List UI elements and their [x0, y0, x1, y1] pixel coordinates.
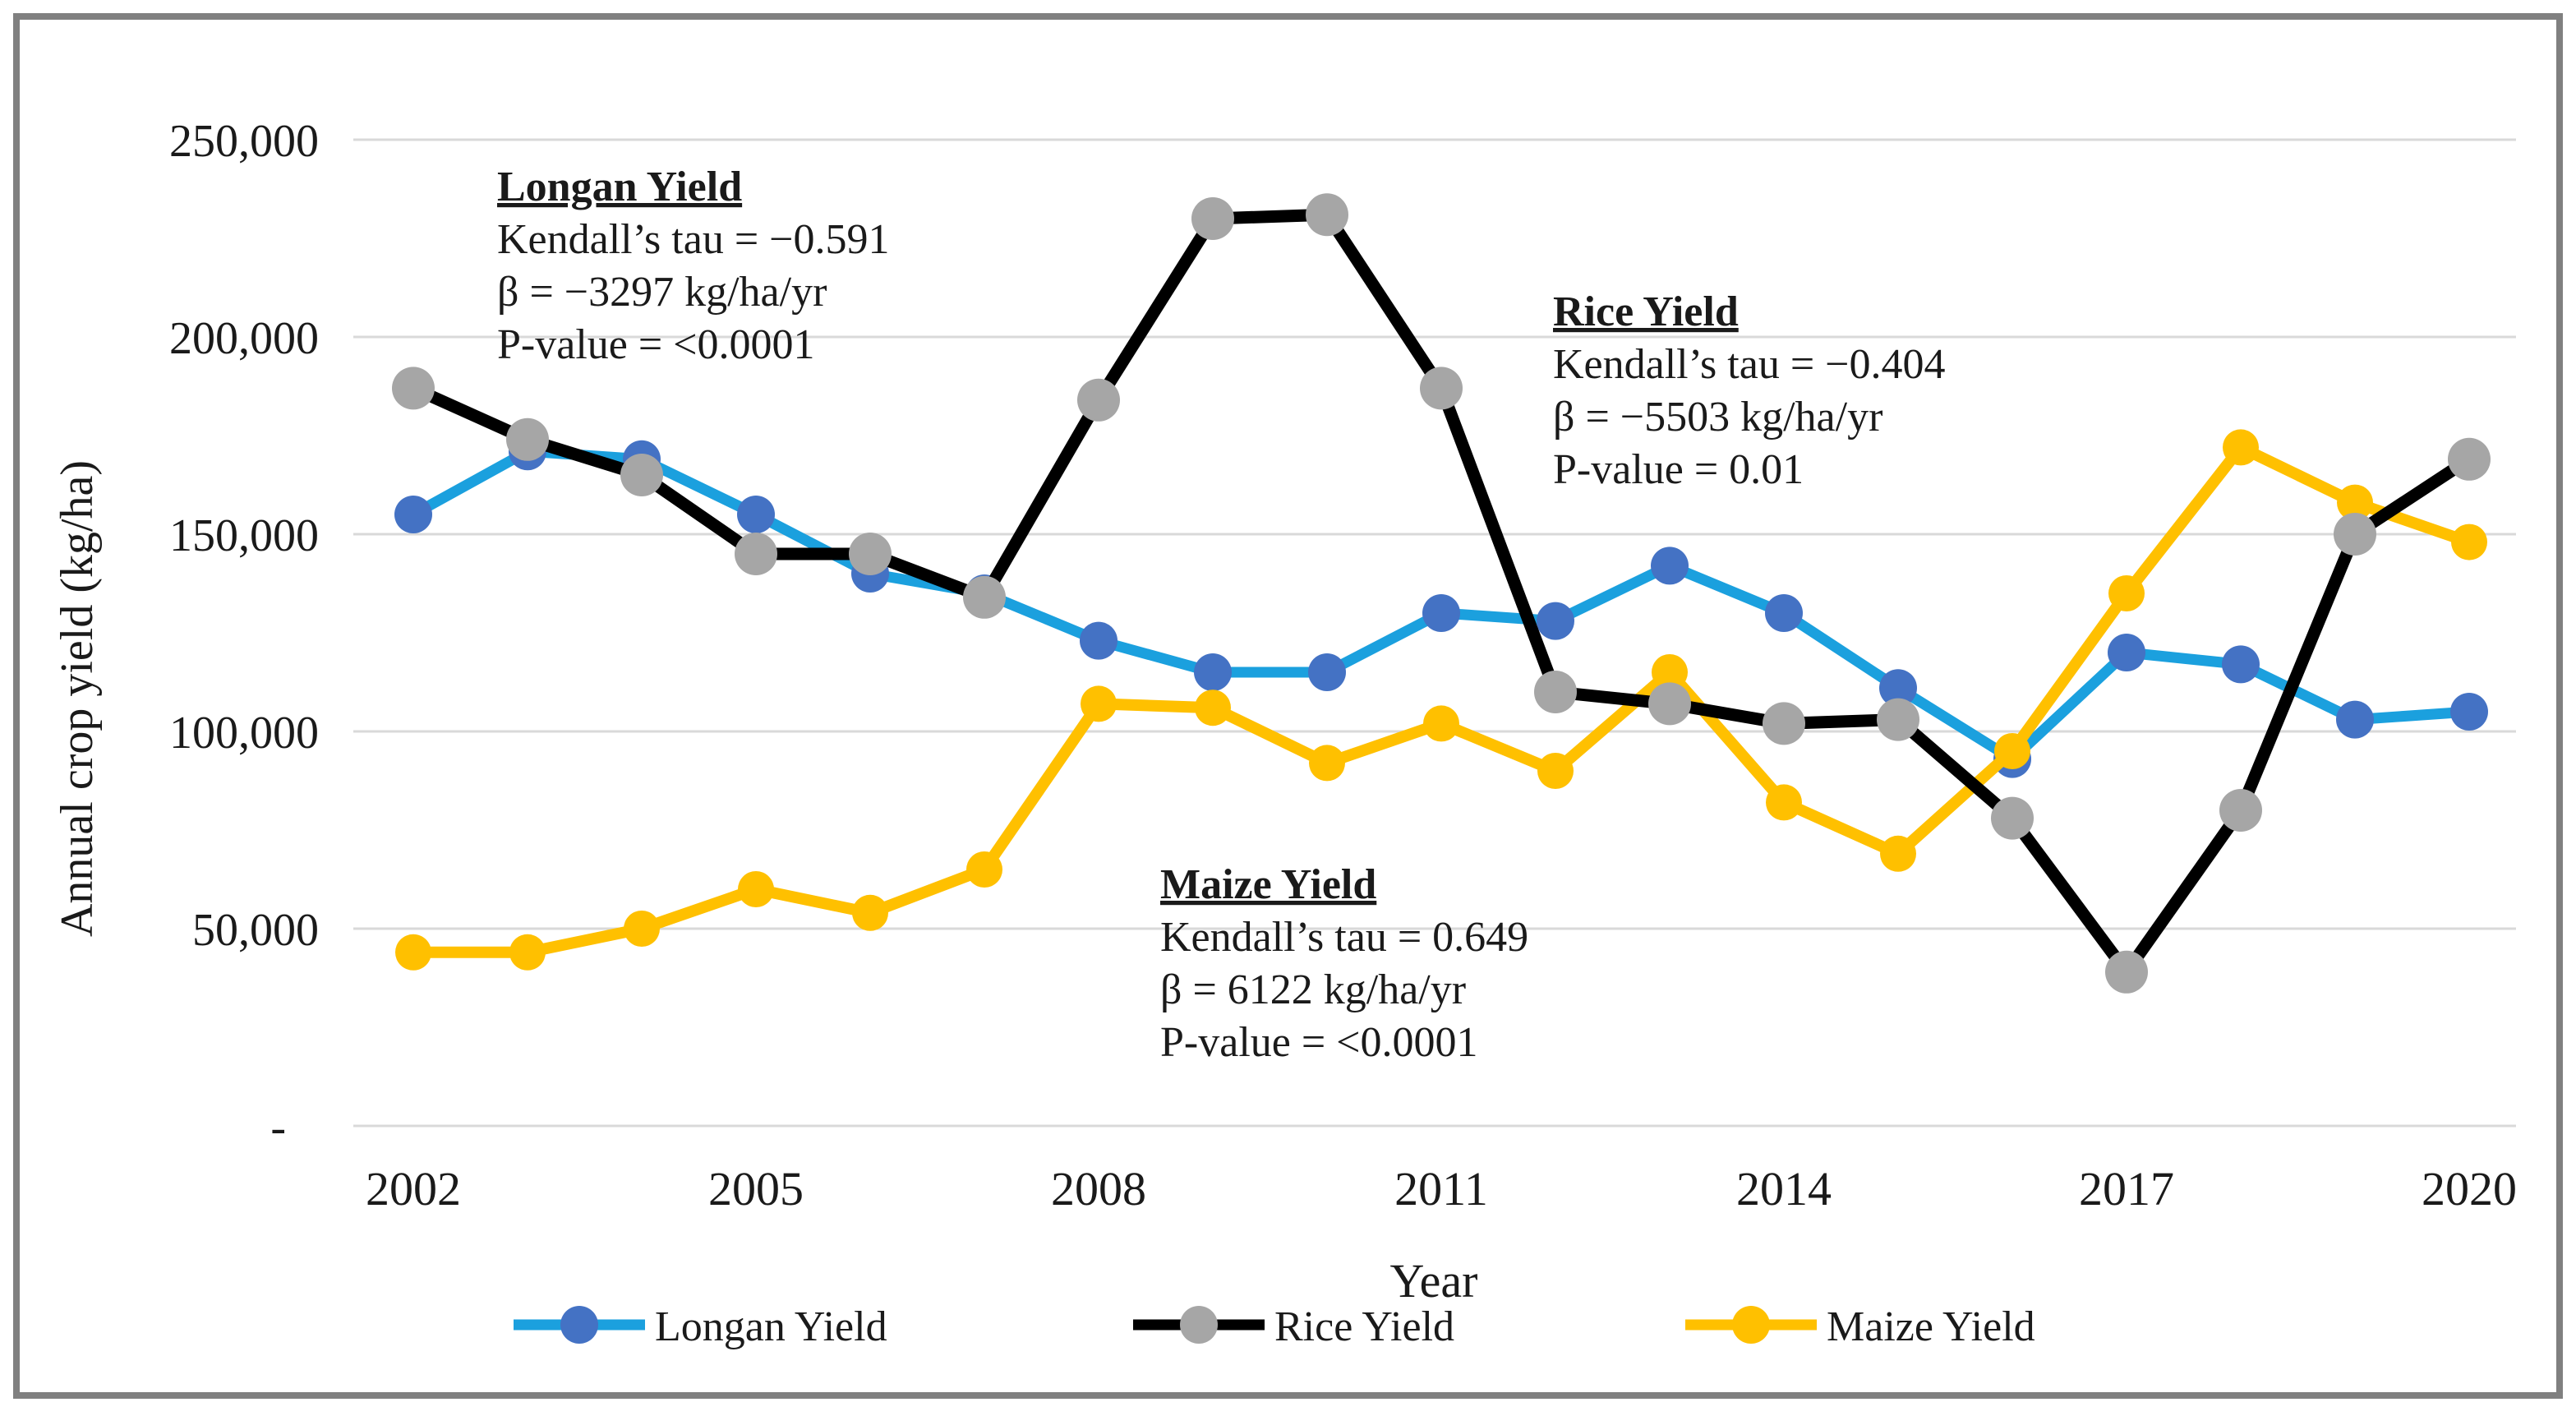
- annotation-maize-yield: Maize Yield Kendall’s tau = 0.649 β = 6122…: [1160, 861, 1528, 1066]
- longan-yield-marker: [2108, 634, 2145, 671]
- maize-yield-marker: [624, 911, 660, 947]
- legend-marker-swatch: [560, 1306, 598, 1344]
- maize-yield-marker: [1652, 654, 1688, 690]
- longan-yield-marker: [2450, 693, 2488, 731]
- rice-yield-marker: [620, 454, 663, 496]
- annotation-longan-yield: Longan Yield Kendall’s tau = −0.591 β = −3…: [497, 164, 889, 368]
- legend-item-longan-yield: Longan Yield: [514, 1303, 887, 1350]
- legend-marker-swatch: [1180, 1306, 1218, 1344]
- y-axis-title: Annual crop yield (kg/ha): [52, 460, 103, 937]
- rice-yield-marker: [849, 533, 892, 575]
- maize-yield-marker: [1766, 784, 1802, 821]
- x-axis-tick-labels: 2002 2005 2008 2011 2014 2017 2020: [366, 1162, 2517, 1215]
- rice-yield-marker: [1648, 682, 1691, 726]
- longan-yield-marker: [2336, 700, 2374, 739]
- legend: Longan Yield Rice Yield Maize Yield: [514, 1303, 2035, 1350]
- longan-yield-marker: [1308, 653, 1346, 691]
- rice-yield-marker: [2105, 950, 2148, 994]
- rice-yield-marker: [735, 533, 777, 575]
- longan-yield-marker: [1765, 594, 1803, 632]
- legend-item-maize-yield: Maize Yield: [1685, 1303, 2035, 1350]
- legend-item-rice-yield: Rice Yield: [1133, 1303, 1454, 1350]
- rice-yield-marker: [1420, 367, 1463, 410]
- longan-yield-marker: [1080, 621, 1117, 660]
- longan-yield-marker: [1879, 669, 1917, 708]
- rice-yield-marker: [963, 575, 1006, 619]
- y-tick-label: 150,000: [169, 510, 319, 561]
- y-axis-tick-labels: 250,000 200,000 150,000 100,000 50,000 -: [169, 116, 319, 1153]
- series-rice-yield: [392, 193, 2491, 994]
- longan-yield-marker: [737, 496, 775, 533]
- rice-yield-marker: [2334, 513, 2376, 556]
- longan-yield-marker: [2222, 645, 2260, 684]
- maize-yield-marker: [395, 934, 431, 971]
- figure-border: [13, 13, 2563, 1399]
- longan-yield-marker: [1194, 653, 1232, 691]
- rice-yield-marker: [1077, 378, 1120, 422]
- annotation-rice-yield: Rice Yield Kendall’s tau = −0.404 β = −550…: [1553, 288, 1945, 493]
- rice-yield-marker: [1534, 671, 1577, 713]
- maize-yield-marker: [2108, 575, 2145, 611]
- x-tick-label: 2002: [366, 1162, 461, 1215]
- longan-yield-marker: [394, 496, 432, 533]
- maize-yield-marker: [1309, 745, 1345, 782]
- maize-yield-marker: [2223, 429, 2259, 466]
- legend-label: Maize Yield: [1827, 1303, 2035, 1350]
- x-tick-label: 2014: [1736, 1162, 1832, 1215]
- rice-yield-marker: [1877, 698, 1919, 741]
- series-longan-yield: [394, 432, 2488, 778]
- rice-yield-marker: [506, 417, 549, 461]
- maize-yield-marker: [966, 851, 1002, 888]
- maize-yield-marker: [509, 934, 546, 971]
- legend-marker-swatch: [1732, 1306, 1770, 1344]
- rice-yield-marker: [2448, 437, 2491, 481]
- rice-yield-marker: [1991, 796, 2034, 840]
- rice-yield-marker: [1763, 702, 1805, 745]
- annotation-text: Rice Yield Kendall’s tau = −0.404 β = −550…: [1553, 288, 1945, 493]
- y-tick-label: 250,000: [169, 116, 319, 167]
- maize-yield-marker: [1423, 705, 1459, 742]
- annotation-text: Maize Yield Kendall’s tau = 0.649 β = 6122…: [1160, 861, 1528, 1066]
- y-tick-label: 100,000: [169, 708, 319, 759]
- x-tick-label: 2017: [2079, 1162, 2174, 1215]
- rice-yield-marker: [392, 367, 435, 410]
- legend-label: Longan Yield: [655, 1303, 887, 1350]
- y-tick-label: 50,000: [192, 905, 319, 956]
- maize-yield-marker: [1081, 685, 1117, 722]
- longan-yield-marker: [1651, 547, 1689, 585]
- maize-yield-marker: [2337, 484, 2373, 521]
- rice-yield-marker: [1191, 197, 1234, 240]
- gridlines: [353, 138, 2516, 1128]
- x-tick-label: 2008: [1051, 1162, 1146, 1215]
- maize-yield-marker: [1537, 753, 1574, 789]
- maize-yield-marker: [852, 894, 888, 931]
- longan-yield-marker: [1537, 602, 1574, 640]
- maize-yield-marker: [1195, 690, 1231, 726]
- x-tick-label: 2020: [2422, 1162, 2517, 1215]
- x-axis-title: Year: [1390, 1254, 1478, 1308]
- maize-yield-marker: [738, 871, 774, 907]
- maize-yield-marker: [2451, 524, 2487, 560]
- y-tick-label: -: [270, 1102, 286, 1153]
- x-tick-label: 2005: [708, 1162, 804, 1215]
- series-maize-yield: [395, 429, 2487, 971]
- maize-yield-marker: [1994, 733, 2030, 769]
- legend-label: Rice Yield: [1274, 1303, 1454, 1350]
- y-tick-label: 200,000: [169, 313, 319, 364]
- rice-yield-marker: [1306, 193, 1348, 237]
- rice-yield-marker: [2219, 789, 2262, 832]
- x-tick-label: 2011: [1394, 1162, 1488, 1215]
- longan-yield-marker: [1422, 594, 1460, 632]
- annotation-text: Longan Yield Kendall’s tau = −0.591 β = −3…: [497, 164, 889, 368]
- maize-yield-marker: [1880, 835, 1916, 872]
